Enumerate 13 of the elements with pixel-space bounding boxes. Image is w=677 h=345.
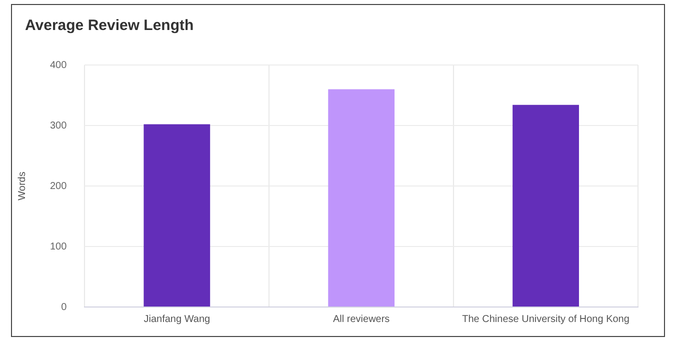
y-tick-label: 400 <box>50 60 68 71</box>
chart-title: Average Review Length <box>25 17 194 34</box>
y-tick-label: 100 <box>50 241 68 252</box>
y-tick-label: 0 <box>61 302 68 313</box>
bar <box>328 89 395 306</box>
y-tick-label: 300 <box>50 120 68 132</box>
x-tick-label: All reviewers <box>333 314 390 325</box>
x-tick-label: Jianfang Wang <box>144 314 210 325</box>
x-tick-label: The Chinese University of Hong Kong <box>462 314 630 325</box>
y-axis-title: Words <box>16 172 28 200</box>
bar <box>512 104 579 306</box>
y-tick-label: 200 <box>50 180 68 192</box>
bar <box>144 124 210 306</box>
